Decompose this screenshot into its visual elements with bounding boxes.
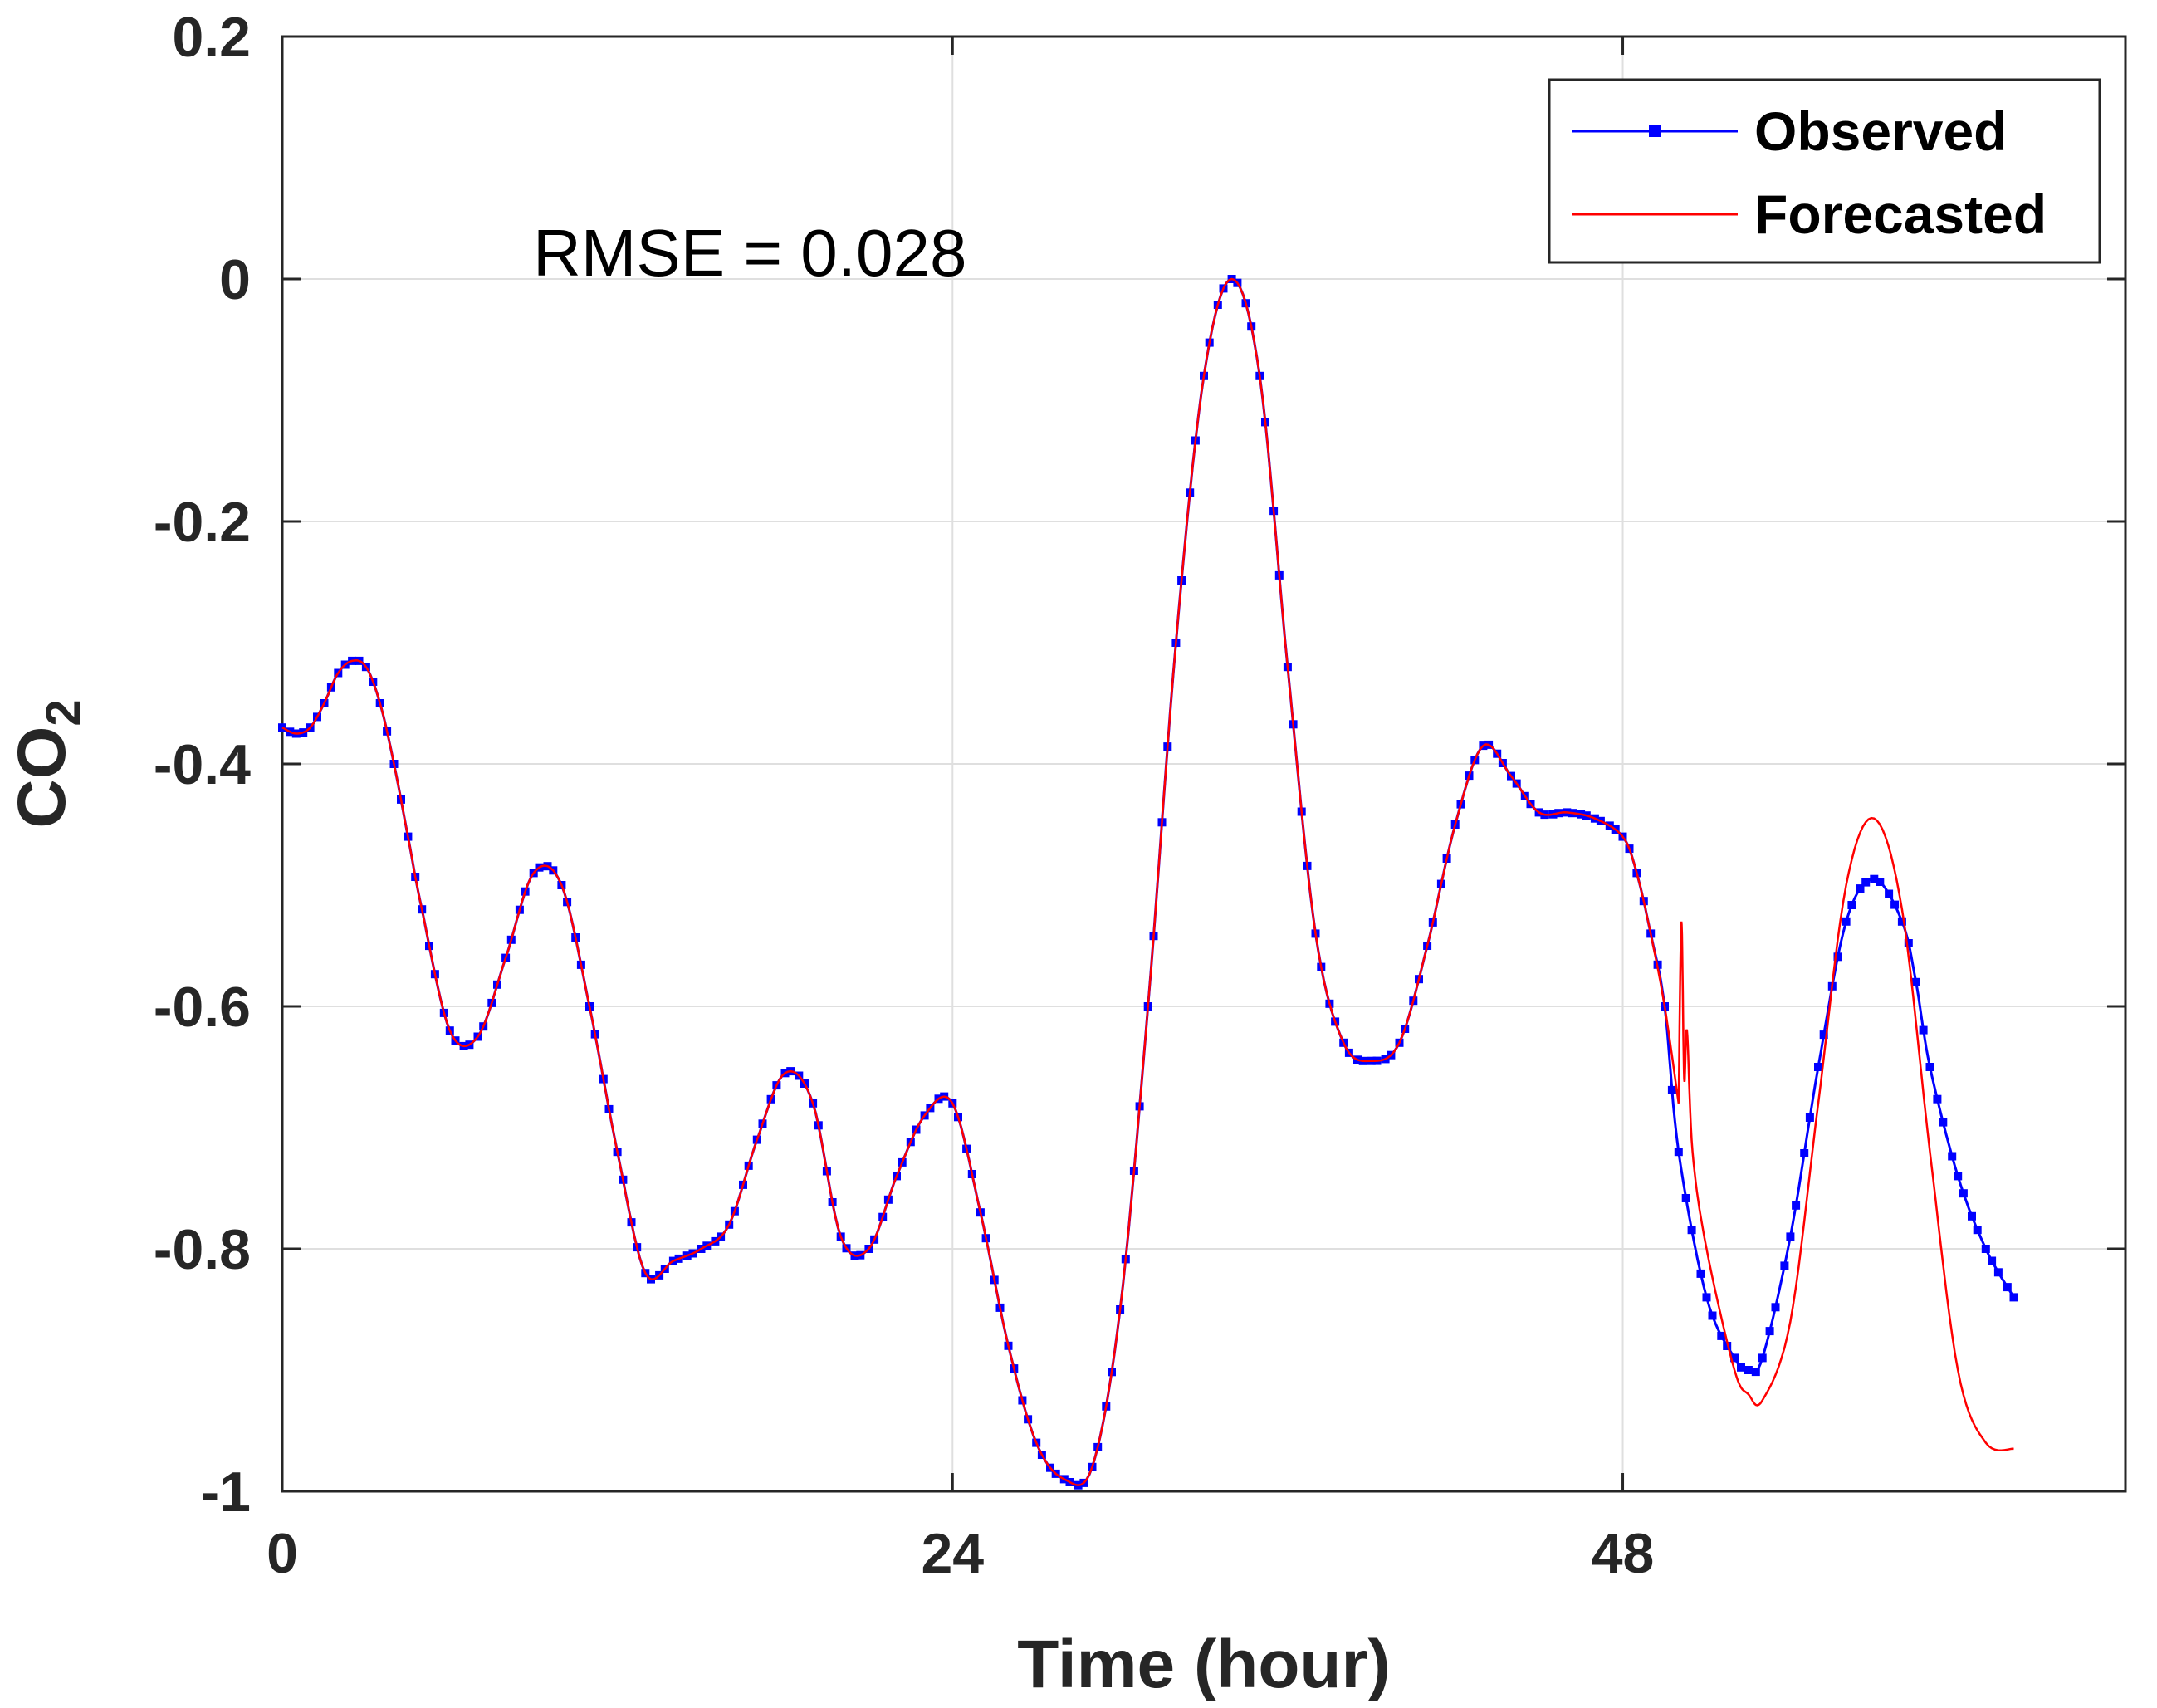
observed-marker-202 <box>1687 1226 1696 1235</box>
observed-marker-212 <box>1758 1353 1767 1363</box>
observed-marker-229 <box>1876 878 1885 886</box>
legend-observed-label: Observed <box>1754 100 2007 162</box>
observed-marker-226 <box>1856 884 1865 893</box>
observed-marker-216 <box>1786 1232 1795 1241</box>
observed-marker-237 <box>1933 1094 1942 1104</box>
observed-marker-241 <box>1959 1189 1968 1198</box>
observed-marker-245 <box>1988 1256 1997 1265</box>
y-axis-label-main: CO <box>4 727 80 829</box>
forecasted-series-line <box>281 277 2014 1486</box>
observed-marker-238 <box>1939 1118 1948 1127</box>
grid <box>282 37 2125 1491</box>
observed-marker-246 <box>1993 1268 2003 1277</box>
observed-marker-236 <box>1925 1063 1934 1071</box>
observed-marker-218 <box>1800 1149 1809 1157</box>
rmse-annotation: RMSE = 0.028 <box>533 216 967 290</box>
y-tick-label-4: -0.6 <box>154 976 251 1039</box>
observed-marker-235 <box>1919 1025 1928 1035</box>
y-axis-label: CO2 <box>4 699 90 828</box>
observed-marker-204 <box>1702 1293 1711 1302</box>
y-tick-label-6: -1 <box>201 1461 251 1524</box>
observed-marker-243 <box>1973 1226 1982 1235</box>
observed-marker-244 <box>1981 1245 1990 1253</box>
observed-marker-232 <box>1897 917 1906 926</box>
observed-marker-219 <box>1805 1113 1814 1122</box>
observed-marker-213 <box>1765 1327 1774 1336</box>
observed-marker-224 <box>1842 917 1851 926</box>
y-tick-label-0: 0.2 <box>172 6 251 69</box>
observed-marker-210 <box>1744 1366 1753 1374</box>
observed-marker-233 <box>1904 939 1913 947</box>
y-tick-label-5: -0.8 <box>154 1218 251 1281</box>
y-tick-label-1: 0 <box>219 248 251 311</box>
observed-marker-201 <box>1681 1194 1690 1202</box>
observed-marker-199 <box>1667 1085 1676 1094</box>
x-tick-label-1: 24 <box>921 1522 984 1585</box>
observed-marker-239 <box>1948 1152 1957 1161</box>
observed-marker-225 <box>1847 901 1856 909</box>
x-tick-label-2: 48 <box>1592 1522 1655 1585</box>
observed-marker-221 <box>1819 1030 1828 1040</box>
observed-marker-206 <box>1717 1331 1726 1340</box>
observed-marker-223 <box>1833 952 1842 962</box>
observed-marker-217 <box>1792 1201 1801 1210</box>
observed-marker-248 <box>2009 1293 2018 1302</box>
observed-marker-230 <box>1885 889 1894 898</box>
observed-marker-209 <box>1737 1363 1745 1372</box>
observed-marker-242 <box>1968 1211 1976 1221</box>
x-axis-label: Time (hour) <box>1017 1627 1390 1702</box>
observed-marker-214 <box>1771 1303 1780 1312</box>
observed-marker-205 <box>1708 1311 1717 1320</box>
legend: Observed Forecasted <box>1548 78 2101 264</box>
axis-ticks: 0 24 48 0.2 0 -0.2 -0.4 -0.6 -0.8 -1 <box>154 6 2125 1585</box>
observed-marker-215 <box>1780 1261 1789 1270</box>
observed-marker-227 <box>1861 878 1871 887</box>
y-axis-label-group: CO2 <box>4 699 90 828</box>
observed-marker-247 <box>2003 1283 2012 1292</box>
observed-marker-203 <box>1696 1269 1705 1278</box>
x-tick-label-0: 0 <box>267 1522 298 1585</box>
observed-marker-228 <box>1870 874 1879 883</box>
observed-marker-240 <box>1954 1172 1963 1181</box>
observed-marker-220 <box>1814 1063 1822 1071</box>
observed-marker-234 <box>1911 977 1920 986</box>
observed-marker-208 <box>1730 1353 1739 1363</box>
y-tick-label-2: -0.2 <box>154 491 251 554</box>
observed-marker-211 <box>1751 1368 1760 1377</box>
observed-marker-200 <box>1674 1148 1683 1157</box>
series-group <box>278 275 2018 1490</box>
legend-observed-marker <box>1649 125 1661 137</box>
legend-forecasted-label: Forecasted <box>1754 184 2047 245</box>
y-axis-label-subscript: 2 <box>37 699 90 726</box>
y-tick-label-3: -0.4 <box>154 733 251 796</box>
legend-box <box>1548 78 2101 264</box>
observed-marker-231 <box>1890 900 1900 909</box>
